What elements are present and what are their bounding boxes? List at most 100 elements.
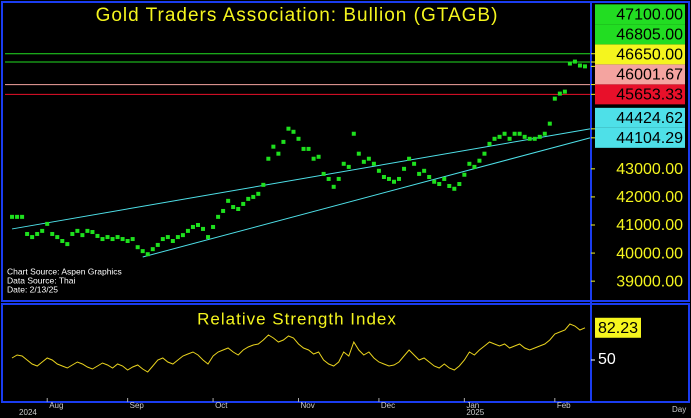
- price-point: [60, 239, 65, 244]
- price-point: [125, 239, 130, 244]
- price-point: [547, 121, 552, 126]
- price-point: [507, 136, 512, 141]
- price-point: [120, 237, 125, 242]
- price-point: [417, 171, 422, 176]
- price-point: [75, 228, 80, 233]
- price-point: [251, 194, 256, 199]
- price-point: [135, 245, 140, 250]
- source-note: Date: 2/13/25: [7, 284, 58, 294]
- price-point: [341, 161, 346, 166]
- price-point: [45, 221, 50, 226]
- rsi-line: [11, 323, 586, 373]
- price-point: [477, 158, 482, 163]
- price-label-box: [595, 64, 685, 85]
- x-tick-label: Feb: [557, 401, 571, 410]
- price-point: [422, 168, 427, 173]
- price-label-box: [595, 4, 685, 25]
- price-point: [482, 151, 487, 156]
- price-point: [90, 230, 95, 235]
- y-tick-label: 39000.00: [616, 273, 683, 290]
- chart-title: Gold Traders Association: Bullion (GTAGB…: [96, 5, 499, 26]
- price-point: [467, 161, 472, 166]
- price-panel-frame: [1, 1, 690, 302]
- price-point: [195, 223, 200, 227]
- price-point: [437, 182, 442, 187]
- source-note: Data Source: Thai: [7, 275, 75, 285]
- price-point: [276, 151, 281, 156]
- price-point: [201, 226, 206, 231]
- price-point: [105, 235, 110, 240]
- price-label-box: [595, 84, 685, 105]
- price-point: [412, 161, 417, 166]
- price-point: [170, 239, 175, 244]
- price-point: [577, 63, 582, 68]
- y-tick-label: 41000.00: [616, 217, 683, 234]
- price-point: [321, 171, 326, 176]
- price-point: [371, 161, 376, 166]
- price-point: [291, 129, 296, 134]
- price-point: [266, 156, 271, 161]
- price-point: [70, 231, 75, 236]
- price-point: [407, 156, 412, 161]
- price-point: [40, 228, 45, 233]
- price-point: [532, 136, 537, 141]
- price-point: [361, 159, 366, 164]
- price-point: [30, 235, 35, 240]
- price-point: [216, 214, 221, 219]
- price-point: [281, 139, 286, 144]
- price-point: [241, 201, 246, 206]
- price-point: [522, 134, 527, 139]
- price-point: [85, 228, 90, 233]
- price-point: [296, 136, 301, 141]
- y-tick-label: 40000.00: [616, 245, 683, 262]
- x-tick-label: Sep: [130, 401, 145, 410]
- price-point: [95, 233, 100, 238]
- price-point: [487, 141, 492, 146]
- x-tick-label: Aug: [49, 401, 63, 410]
- price-point: [537, 134, 542, 139]
- source-note: Chart Source: Aspen Graphics: [7, 266, 122, 276]
- price-point: [15, 214, 20, 219]
- price-point: [512, 131, 517, 136]
- x-tick-label: Jan: [466, 401, 479, 410]
- price-point: [110, 237, 115, 242]
- price-point: [582, 64, 587, 69]
- price-point: [180, 233, 185, 238]
- price-point: [301, 146, 306, 151]
- price-point: [356, 151, 361, 156]
- price-point: [145, 252, 150, 257]
- price-point: [206, 235, 211, 240]
- price-point: [185, 228, 190, 233]
- y-tick-label: 50: [598, 351, 616, 368]
- price-point: [221, 208, 226, 213]
- price-point: [567, 61, 572, 66]
- price-point: [397, 176, 402, 181]
- price-point: [165, 235, 170, 240]
- price-point: [346, 164, 351, 169]
- price-point: [190, 224, 195, 229]
- price-point: [562, 89, 567, 94]
- price-point: [140, 249, 145, 254]
- price-point: [351, 131, 356, 136]
- x-tick-label: Dec: [381, 401, 395, 410]
- price-point: [557, 91, 562, 96]
- price-point: [386, 176, 391, 181]
- price-point: [236, 206, 241, 211]
- year-label: 2025: [466, 408, 484, 417]
- price-point: [10, 214, 15, 219]
- price-point: [326, 176, 331, 181]
- y-tick-label: 44424.62: [616, 110, 683, 127]
- y-tick-label: 46805.00: [616, 27, 683, 44]
- price-label-box: [595, 44, 685, 65]
- price-point: [336, 176, 341, 181]
- price-point: [517, 131, 522, 136]
- price-point: [502, 131, 507, 136]
- price-point: [472, 164, 477, 169]
- y-tick-label: 44104.29: [616, 130, 683, 147]
- trendline: [142, 137, 591, 258]
- price-point: [246, 196, 251, 201]
- price-point: [366, 156, 371, 161]
- rsi-panel-frame: [1, 303, 690, 403]
